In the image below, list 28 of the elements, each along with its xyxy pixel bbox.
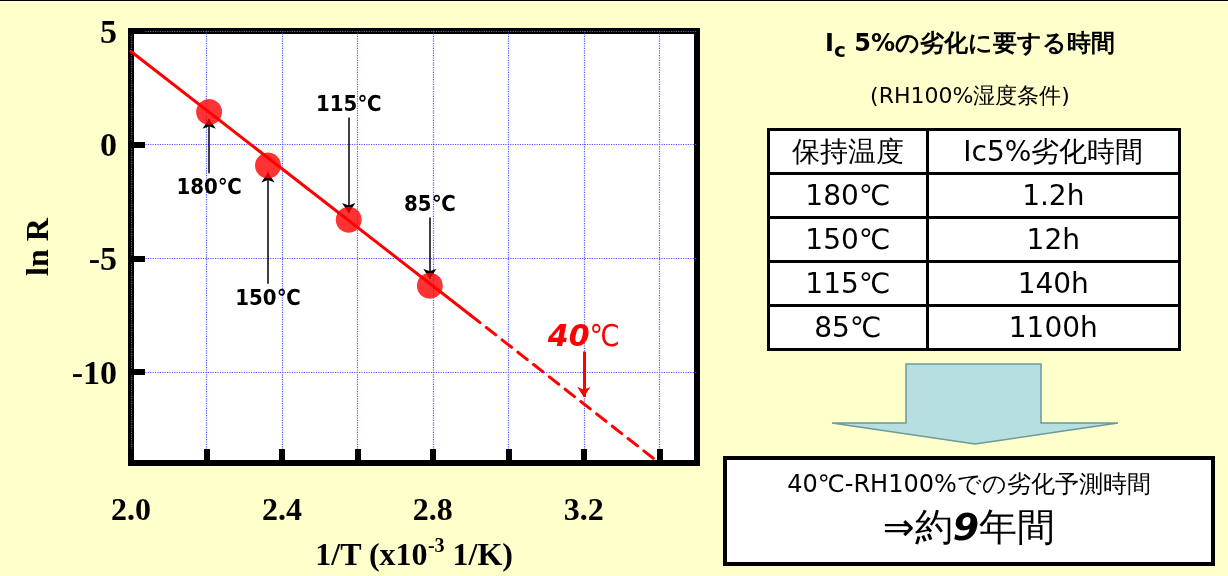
annotation: 180℃ (176, 174, 242, 200)
text: 1100h (927, 305, 1180, 350)
text: 140h (927, 261, 1180, 306)
text: 12h (927, 217, 1180, 262)
text: I$_{c}$ 5%の劣化に要する時間 (824, 28, 1116, 62)
text: ⇒約9年間 (882, 505, 1056, 549)
text: 保持温度 (768, 129, 928, 174)
text: 180℃ (768, 173, 928, 218)
x-tick-label: 2.0 (111, 491, 151, 527)
annotation: 115℃ (316, 91, 382, 117)
annotation: 150℃ (235, 284, 301, 310)
text: 40℃-RH100%での劣化予測時間 (786, 469, 1152, 500)
x-tick-label: 3.2 (563, 491, 604, 527)
text: 85℃ (768, 305, 928, 350)
y-tick-label: 0 (100, 126, 117, 164)
y-axis-title: ln R (19, 217, 55, 276)
text: 115℃ (768, 261, 928, 306)
y-tick-label: -10 (71, 353, 117, 391)
text: 150℃ (768, 217, 928, 262)
text: Ic5%劣化時間 (927, 129, 1180, 174)
annotation: 40℃ (546, 318, 620, 354)
y-tick-label: -5 (88, 239, 117, 277)
y-tick-label: 5 (100, 12, 117, 50)
annotation: 85℃ (404, 191, 456, 217)
x-tick-label: 2.8 (412, 491, 453, 527)
text: (RH100%湿度条件) (869, 82, 1071, 110)
x-tick-label: 2.4 (261, 491, 302, 527)
text: 1.2h (927, 173, 1180, 218)
